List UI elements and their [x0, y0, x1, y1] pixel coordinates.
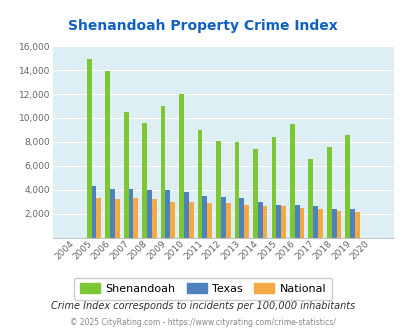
Bar — [280, 207, 285, 238]
Bar — [350, 209, 354, 238]
Bar — [151, 199, 156, 238]
Bar — [234, 142, 239, 238]
Bar — [87, 59, 92, 238]
Bar — [105, 71, 110, 238]
Bar — [115, 199, 119, 238]
Bar — [202, 196, 207, 238]
Bar — [92, 186, 96, 238]
Bar — [220, 197, 225, 238]
Bar — [128, 188, 133, 238]
Bar — [294, 205, 299, 238]
Bar — [179, 94, 183, 238]
Bar — [262, 207, 267, 238]
Text: Crime Index corresponds to incidents per 100,000 inhabitants: Crime Index corresponds to incidents per… — [51, 301, 354, 311]
Bar — [336, 211, 341, 238]
Bar — [188, 202, 193, 238]
Bar — [331, 209, 336, 238]
Bar — [308, 159, 313, 238]
Bar — [299, 208, 304, 238]
Bar — [354, 213, 359, 238]
Bar — [197, 130, 202, 238]
Bar — [225, 203, 230, 238]
Bar — [147, 190, 151, 238]
Text: Shenandoah Property Crime Index: Shenandoah Property Crime Index — [68, 19, 337, 33]
Text: © 2025 CityRating.com - https://www.cityrating.com/crime-statistics/: © 2025 CityRating.com - https://www.city… — [70, 318, 335, 327]
Bar — [345, 135, 350, 238]
Bar — [239, 198, 243, 238]
Bar — [110, 188, 115, 238]
Bar — [96, 198, 101, 238]
Bar — [215, 141, 220, 238]
Bar — [257, 202, 262, 238]
Bar — [170, 202, 175, 238]
Bar — [165, 190, 170, 238]
Bar — [276, 205, 280, 238]
Bar — [142, 123, 147, 238]
Bar — [271, 137, 276, 238]
Legend: Shenandoah, Texas, National: Shenandoah, Texas, National — [74, 278, 331, 300]
Bar — [313, 207, 317, 238]
Bar — [124, 112, 128, 238]
Bar — [243, 205, 248, 238]
Bar — [160, 106, 165, 238]
Bar — [207, 203, 211, 238]
Bar — [317, 209, 322, 238]
Bar — [289, 124, 294, 238]
Bar — [326, 147, 331, 238]
Bar — [133, 198, 138, 238]
Bar — [183, 192, 188, 238]
Bar — [252, 149, 257, 238]
